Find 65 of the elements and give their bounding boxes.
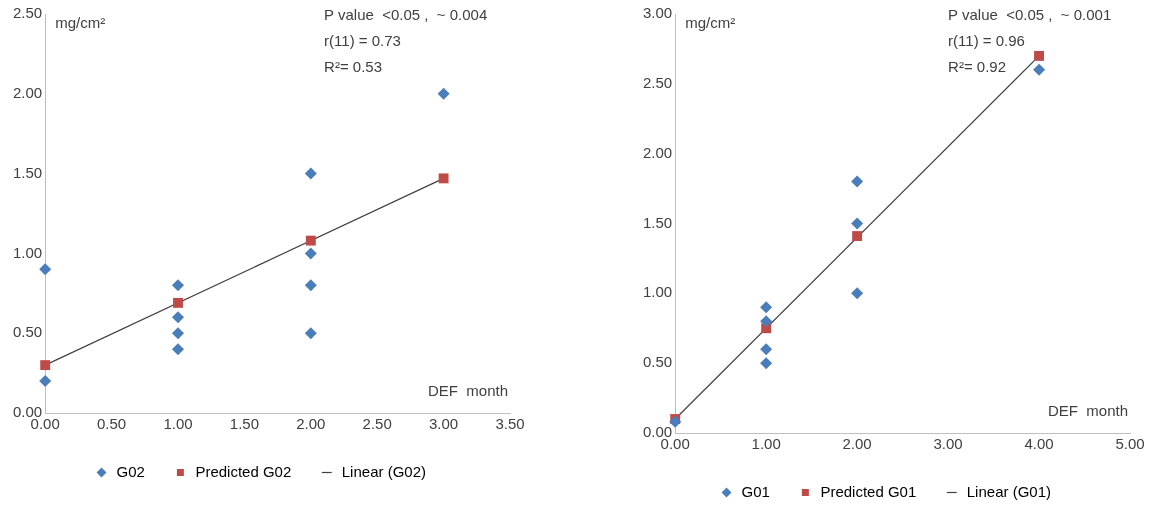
point [172,279,184,292]
legend-label: Linear (G02) [341,462,426,480]
x-tick-label: 5.00 [1115,435,1145,453]
annotation: P value <0.05 , ~ 0.004 [324,5,488,23]
point [172,311,184,324]
y-tick-label: 1.50 [642,213,673,231]
point [851,287,864,300]
point [304,279,317,292]
y-tick-label: 0.50 [12,323,43,341]
legend-label: Predicted G01 [820,482,917,500]
point [304,327,317,340]
point [851,217,864,230]
point [760,301,773,314]
legend-label: G02 [116,462,145,480]
point [304,167,317,180]
annotation: P value <0.05 , ~ 0.001 [948,5,1112,23]
x-tick-label: 3.50 [495,415,525,433]
point [760,315,773,328]
y-tick-label: 2.00 [12,83,43,101]
point [172,327,184,340]
point [669,415,682,428]
x-tick-label: 0.50 [96,415,127,433]
y-tick-label: 2.50 [12,4,43,22]
annotation: r(11) = 0.73 [324,31,401,49]
point [760,357,773,370]
y-axis-title: mg/cm² [55,13,106,31]
point [760,343,773,356]
x-axis-title: DEF month [427,381,508,399]
point [39,263,52,276]
y-tick-label: 2.50 [642,73,673,91]
x-tick-label: 1.00 [751,435,781,453]
point [851,175,864,188]
x-tick-label: 2.00 [296,415,326,433]
point [852,231,863,242]
x-tick-label: 1.00 [163,415,193,433]
x-tick-label: 3.00 [429,415,459,433]
x-tick-label: 2.50 [362,415,392,433]
legend-label: Linear (G01) [966,482,1051,500]
annotation: R²= 0.92 [948,57,1007,75]
y-tick-label: 2.00 [642,143,673,161]
y-tick-label: 0.50 [642,353,673,371]
point [437,87,450,100]
x-tick-label: 2.00 [842,435,872,453]
x-axis-title: DEF month [1047,401,1128,419]
y-tick-label: 1.00 [642,283,673,301]
legend-label: G01 [741,482,770,500]
annotation: r(11) = 0.96 [948,31,1025,49]
x-tick-label: 3.00 [933,435,963,453]
point [305,235,316,246]
y-axis-title: mg/cm² [685,13,736,31]
point [1033,63,1046,76]
y-tick-label: 3.00 [642,4,673,22]
point [304,247,317,260]
x-tick-label: 1.50 [229,415,259,433]
y-tick-label: 1.50 [12,163,43,181]
point [39,375,52,388]
point [173,297,183,308]
y-tick-label: 1.00 [12,243,43,261]
annotation: R²= 0.53 [324,57,383,75]
point [1034,50,1044,61]
point [438,173,449,184]
legend-label: Predicted G02 [195,462,292,480]
point [40,360,51,371]
x-tick-label: 4.00 [1024,435,1054,453]
point [172,343,184,356]
